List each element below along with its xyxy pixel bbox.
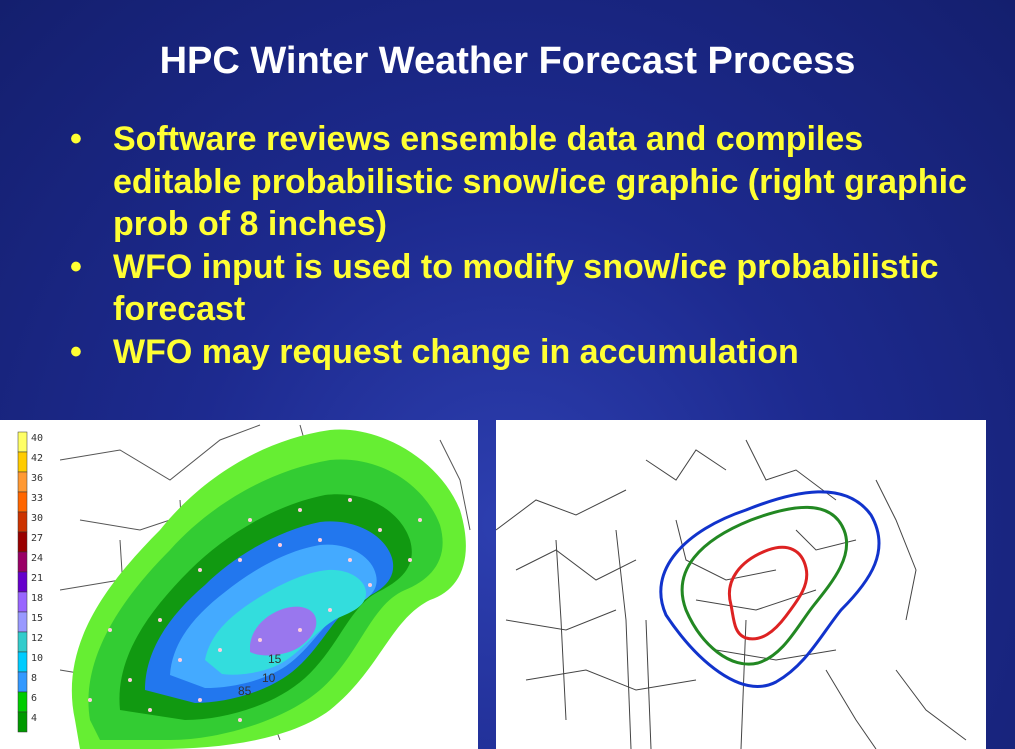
bullet-text: WFO may request change in accumulation [113, 332, 799, 371]
legend-swatch [17, 431, 28, 453]
slide-title: HPC Winter Weather Forecast Process [159, 40, 856, 82]
bullet-text: Software reviews ensemble data and compi… [113, 120, 967, 243]
legend-label: 12 [31, 633, 43, 644]
legend-label: 10 [31, 653, 43, 664]
bullet-item: • WFO may request change in accumulation [70, 331, 970, 374]
legend-swatch [17, 491, 28, 513]
contour-blue [659, 490, 881, 688]
legend-swatch [17, 651, 28, 673]
legend-label: 24 [31, 553, 43, 564]
snowfall-legend: 40 42 36 33 30 27 24 21 18 15 12 10 8 6 4 [0, 420, 60, 749]
contour-green [680, 505, 849, 666]
legend-swatch [17, 511, 28, 533]
bullet-item: • Software reviews ensemble data and com… [70, 118, 970, 246]
bullet-dot: • [70, 120, 82, 158]
bullet-item: • WFO input is used to modify snow/ice p… [70, 246, 970, 331]
legend-label: 36 [31, 473, 43, 484]
contour-label: 85 [238, 684, 252, 698]
contour-red [728, 545, 809, 641]
legend-swatch [17, 571, 28, 593]
legend-label: 21 [31, 573, 43, 584]
probability-map-svg [496, 439, 967, 749]
contour-label: 10 [262, 671, 276, 685]
probability-8in-map [496, 420, 986, 749]
station-dots [88, 498, 422, 722]
legend-label: 4 [31, 713, 37, 724]
contour-label: 15 [268, 652, 282, 666]
legend-swatch [17, 611, 28, 633]
legend-label: 33 [31, 493, 43, 504]
bullet-dot: • [70, 332, 82, 371]
legend-swatch [17, 691, 28, 713]
legend-swatch [17, 551, 28, 573]
legend-label: 30 [31, 513, 43, 524]
legend-label: 40 [31, 433, 43, 444]
legend-swatch [17, 451, 28, 473]
ensemble-snowfall-map-svg: 15 10 85 [59, 424, 471, 749]
legend-label: 8 [31, 673, 37, 684]
legend-swatch [17, 711, 28, 733]
bullet-text: WFO input is used to modify snow/ice pro… [113, 247, 939, 329]
legend-swatch [17, 631, 28, 653]
legend-label: 6 [31, 693, 37, 704]
ensemble-snowfall-map: 15 10 85 [0, 420, 478, 749]
legend-label: 15 [31, 613, 43, 624]
legend-svg: 40 42 36 33 30 27 24 21 18 15 12 10 8 6 4 [17, 431, 43, 733]
legend-label: 42 [31, 453, 43, 464]
legend-swatch [17, 671, 28, 693]
legend-swatch [17, 591, 28, 613]
legend-swatch [17, 531, 28, 553]
legend-swatch [17, 471, 28, 493]
bullet-dot: • [70, 247, 82, 286]
bullet-list: • Software reviews ensemble data and com… [70, 118, 970, 373]
legend-label: 27 [31, 533, 43, 544]
legend-label: 18 [31, 593, 43, 604]
state-borders [496, 439, 967, 749]
